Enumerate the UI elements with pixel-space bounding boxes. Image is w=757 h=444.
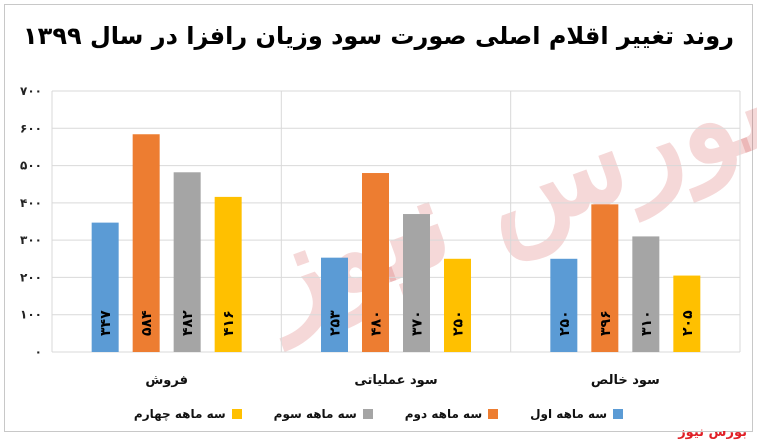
bar [214, 196, 242, 352]
bar-data-label: ۴۸۲ [180, 310, 196, 336]
y-tick-label: ۶۰۰ [20, 121, 42, 135]
legend-item: سه ماهه دوم [404, 407, 499, 421]
bar [91, 222, 119, 352]
bar-data-label: ۳۷۰ [410, 310, 426, 336]
bar [321, 257, 348, 352]
legend-swatch [488, 409, 499, 419]
bar-data-label: ۲۵۳ [328, 310, 344, 336]
y-tick-label: ۲۰۰ [20, 270, 42, 284]
legend-label: سه ماهه چهارم [133, 407, 226, 421]
chart-title: روند تغییر اقلام اصلی صورت سود وزیان راف… [23, 22, 734, 50]
legend-label: سه ماهه اول [530, 407, 608, 421]
legend-swatch [613, 409, 624, 419]
category-label: سود عملیاتی [354, 373, 437, 388]
bar [362, 173, 389, 352]
source-label: بورس نیوز [678, 425, 747, 440]
bar-data-label: ۵۸۴ [139, 310, 155, 336]
y-tick-label: ۳۰۰ [20, 233, 42, 247]
bar-data-label: ۲۵۰ [557, 310, 573, 336]
bar [673, 275, 701, 352]
y-tick-label: ۷۰۰ [20, 84, 42, 98]
bar-data-label: ۳۴۷ [98, 310, 114, 336]
bar-data-label: ۲۵۰ [451, 310, 467, 336]
bar [403, 214, 430, 352]
legend-item: سه ماهه اول [530, 407, 624, 421]
bar [444, 258, 471, 352]
category-label: سود خالص [591, 373, 660, 388]
bar-data-label: ۴۸۰ [369, 310, 385, 336]
legend-item: سه ماهه چهارم [134, 407, 242, 421]
bar-data-label: ۴۱۶ [221, 310, 237, 336]
y-tick-label: ۱۰۰ [20, 308, 42, 322]
y-tick-label: ۰ [35, 345, 42, 359]
legend-item: سه ماهه سوم [274, 407, 373, 421]
bar [550, 258, 578, 352]
category-label: فروش [145, 373, 188, 388]
legend-label: سه ماهه دوم [404, 407, 483, 421]
legend-swatch [362, 409, 373, 419]
bar-data-label: ۳۹۶ [598, 310, 614, 336]
legend-swatch [231, 409, 242, 419]
y-tick-label: ۵۰۰ [20, 159, 42, 173]
legend: سه ماهه اول سه ماهه دوم سه ماهه سوم سه ماهه… [0, 407, 757, 421]
bar [132, 134, 160, 352]
bar [591, 204, 619, 352]
y-tick-label: ۴۰۰ [20, 196, 42, 210]
legend-label: سه ماهه سوم [273, 407, 357, 421]
bar-data-label: ۲۰۵ [680, 310, 696, 336]
bar [632, 236, 660, 352]
bar [173, 172, 201, 352]
bar-data-label: ۳۱۰ [639, 310, 655, 336]
